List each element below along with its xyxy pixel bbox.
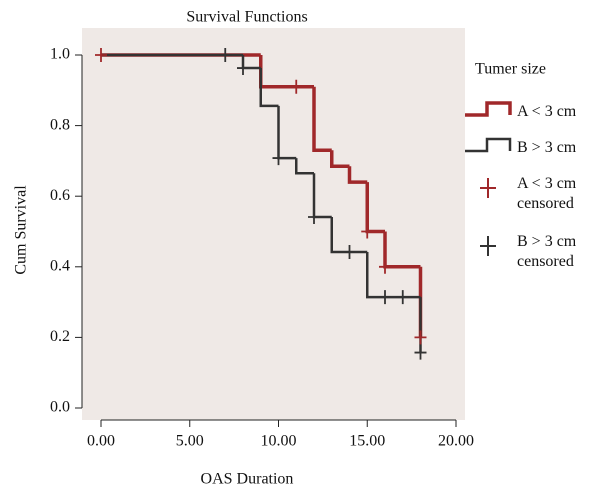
x-tick-label: 20.00 <box>438 433 474 450</box>
plot-area <box>82 28 465 420</box>
survival-step <box>330 150 350 168</box>
legend-symbol <box>465 101 512 117</box>
y-tick-label: 0.2 <box>50 328 70 345</box>
x-tick-label: 10.00 <box>261 433 297 450</box>
legend-title: Tumer size <box>475 61 546 78</box>
survival-step <box>312 86 332 153</box>
censor-mark <box>414 330 427 345</box>
censor-mark <box>95 48 107 62</box>
censor-mark <box>379 259 391 274</box>
y-tick-label: 0.6 <box>50 187 70 204</box>
legend-label: A < 3 cm <box>517 103 577 120</box>
x-tick-label: 5.00 <box>176 433 204 450</box>
censor-mark <box>414 345 427 360</box>
chart-title: Survival Functions <box>186 9 307 26</box>
survival-step <box>295 158 314 175</box>
x-tick-label: 0.00 <box>87 433 115 450</box>
censor-mark <box>361 224 374 239</box>
censor-mark <box>396 290 409 305</box>
y-axis-label: Cum Survival <box>13 185 30 275</box>
survival-step <box>259 68 279 108</box>
censor-mark <box>308 210 320 225</box>
censor-mark <box>237 61 249 76</box>
censor-mark <box>290 79 303 94</box>
legend-label: B > 3 cm censored <box>517 233 577 270</box>
y-tick-label: 0.0 <box>50 399 70 416</box>
y-tick-label: 0.8 <box>50 116 70 133</box>
legend-label: A < 3 cm censored <box>517 175 577 212</box>
censor-mark <box>379 290 391 305</box>
legend-symbol <box>480 236 496 256</box>
censor-mark <box>219 48 232 62</box>
y-tick-label: 1.0 <box>50 46 70 63</box>
censor-mark <box>343 244 356 259</box>
survival-step <box>347 166 368 184</box>
legend-symbol <box>465 137 512 153</box>
censor-mark <box>272 151 285 166</box>
legend-symbol <box>480 178 496 198</box>
x-tick-label: 15.00 <box>349 433 385 450</box>
y-tick-label: 0.4 <box>50 257 70 274</box>
legend-label: B > 3 cm <box>517 139 577 156</box>
x-axis-label: OAS Duration <box>201 471 294 488</box>
